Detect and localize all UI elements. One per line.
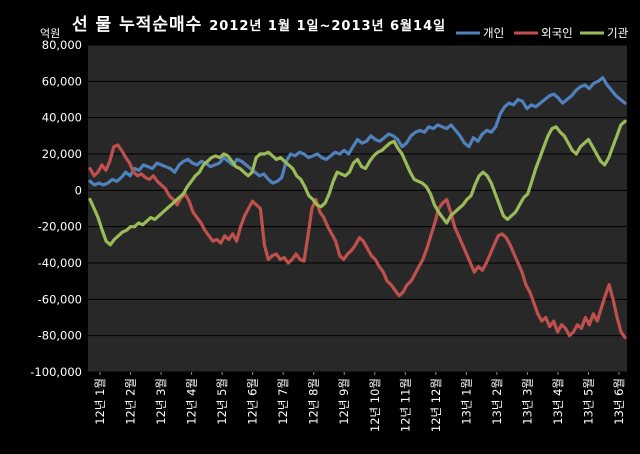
legend-label: 기관 bbox=[607, 26, 629, 40]
x-tick-label: 12년 6월 bbox=[246, 378, 260, 425]
series-line-3 bbox=[88, 119, 627, 247]
x-tick-label: 13년 4월 bbox=[551, 378, 565, 425]
x-tick-label: 12년 5월 bbox=[215, 378, 229, 425]
x-tick-label: 13년 5월 bbox=[581, 378, 595, 425]
x-tick-label: 13년 3월 bbox=[520, 378, 534, 425]
y-tick-label: -100,000 bbox=[30, 365, 82, 379]
x-tick-label: 13년 2월 bbox=[490, 378, 504, 425]
y-tick-label: 0 bbox=[75, 183, 82, 197]
y-tick-label: 40,000 bbox=[42, 111, 82, 125]
chart-subtitle: 2012년 1월 1일~2013년 6월14일 bbox=[209, 19, 447, 34]
x-tick-label: 12년 4월 bbox=[185, 378, 199, 425]
x-tick-label: 12년 8월 bbox=[307, 378, 321, 425]
y-tick-label: -60,000 bbox=[38, 292, 82, 306]
y-tick-label: -80,000 bbox=[38, 329, 82, 343]
x-tick-label: 12년 2월 bbox=[124, 378, 138, 425]
y-axis-label: 억원 bbox=[40, 27, 60, 40]
series-line-1 bbox=[88, 76, 627, 187]
x-tick-label: 12년 7월 bbox=[276, 378, 290, 425]
legend-label: 외국인 bbox=[541, 26, 573, 40]
x-tick-label: 12년 11월 bbox=[398, 378, 412, 432]
y-tick-label: -40,000 bbox=[38, 256, 82, 270]
x-tick-label: 13년 1월 bbox=[459, 378, 473, 425]
chart-title: 선 물 누적순매수 2012년 1월 1일~2013년 6월14일 bbox=[72, 15, 447, 35]
x-tick-label: 12년 1월 bbox=[93, 378, 107, 425]
y-tick-label: 20,000 bbox=[42, 147, 82, 161]
x-tick-label: 12년 12월 bbox=[429, 378, 443, 432]
x-tick-label: 13년 6월 bbox=[612, 378, 626, 425]
x-tick-label: 12년 10월 bbox=[368, 378, 382, 432]
series-line-2 bbox=[88, 143, 627, 340]
plot-area bbox=[88, 45, 627, 372]
y-tick-label: 80,000 bbox=[42, 38, 82, 52]
y-tick-label: -20,000 bbox=[38, 220, 82, 234]
legend-label: 개인 bbox=[483, 26, 504, 40]
y-tick-label: 60,000 bbox=[42, 74, 82, 88]
x-tick-label: 12년 3월 bbox=[154, 378, 168, 425]
x-tick-label: 12년 9월 bbox=[337, 378, 351, 425]
